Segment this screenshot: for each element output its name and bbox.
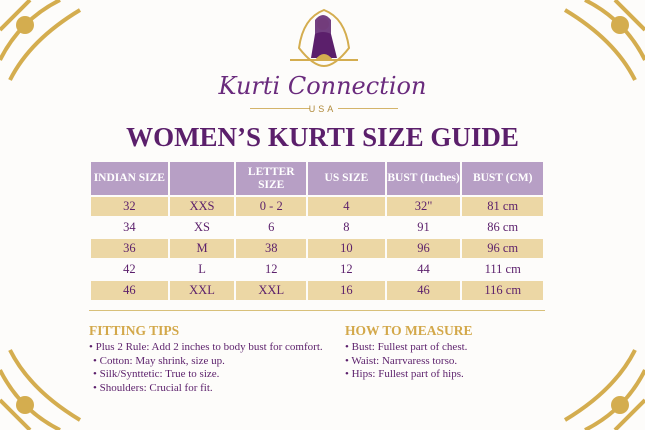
page-title: WOMEN’S KURTI SIZE GUIDE <box>126 122 519 152</box>
section-heading: HOW TO MEASURE <box>345 323 473 338</box>
table-cell: 0 - 2 <box>234 195 309 218</box>
table-cell: 16 <box>306 279 387 302</box>
divider <box>89 310 545 311</box>
list-item: Cotton: May shrink, size up. <box>89 355 323 369</box>
column-header: BUST (CM) <box>460 160 545 197</box>
brand-logo-emblem <box>290 8 358 68</box>
table-cell: 81 cm <box>460 195 545 218</box>
table-cell: 34 <box>89 216 170 239</box>
floral-corner-ornament <box>563 0 645 81</box>
table-cell: 38 <box>234 237 309 260</box>
table-cell: XS <box>167 216 237 239</box>
table-cell: XXS <box>167 195 237 218</box>
table-row: 46 XXL XXL 16 46 116 cm <box>89 279 545 302</box>
table-row: 32 XXS 0 - 2 4 32" 81 cm <box>89 195 545 218</box>
table-header-row: INDIAN SIZE LETTER SIZE US SIZE BUST (In… <box>89 160 545 197</box>
column-header: INDIAN SIZE <box>89 160 170 197</box>
table-cell: 32" <box>384 195 463 218</box>
column-header: BUST (Inches) <box>384 160 463 197</box>
table-cell: 91 <box>384 216 463 239</box>
list-item: Shoulders: Crucial for fit. <box>89 382 323 396</box>
divider <box>250 108 310 109</box>
table-cell: 12 <box>306 258 387 281</box>
list-item: Silk/Synttetic: True to size. <box>89 368 323 382</box>
list-item: Plus 2 Rule: Add 2 inches to body bust f… <box>89 341 323 355</box>
table-row: 34 XS 6 8 91 86 cm <box>89 216 545 239</box>
table-cell: 96 <box>384 237 463 260</box>
table-cell: 96 cm <box>460 237 545 260</box>
table-row: 42 L 12 12 44 111 cm <box>89 258 545 281</box>
table-cell: 4 <box>306 195 387 218</box>
fitting-tips-section: FITTING TIPS Plus 2 Rule: Add 2 inches t… <box>89 323 323 395</box>
table-cell: 8 <box>306 216 387 239</box>
table-cell: 44 <box>384 258 463 281</box>
brand-name: Kurti Connection <box>218 72 427 100</box>
divider <box>338 108 398 109</box>
table-cell: 46 <box>89 279 170 302</box>
table-cell: 6 <box>234 216 309 239</box>
brand-subtitle: USA <box>308 104 337 114</box>
floral-corner-ornament <box>0 0 82 81</box>
table-cell: L <box>167 258 237 281</box>
floral-corner-ornament <box>563 349 645 430</box>
list-item: Hips: Fullest part of hips. <box>345 368 473 382</box>
table-cell: XXL <box>167 279 237 302</box>
table-cell: 12 <box>234 258 309 281</box>
table-cell: 36 <box>89 237 170 260</box>
table-cell: 10 <box>306 237 387 260</box>
list-item: Bust: Fullest part of chest. <box>345 341 473 355</box>
floral-corner-ornament <box>0 349 82 430</box>
table-cell: 86 cm <box>460 216 545 239</box>
table-row: 36 M 38 10 96 96 cm <box>89 237 545 260</box>
table-cell: 42 <box>89 258 170 281</box>
table-cell: M <box>167 237 237 260</box>
list-item: Waist: Narrvaress torso. <box>345 355 473 369</box>
size-table: INDIAN SIZE LETTER SIZE US SIZE BUST (In… <box>89 160 545 302</box>
table-cell: 116 cm <box>460 279 545 302</box>
table-cell: 32 <box>89 195 170 218</box>
table-cell: 111 cm <box>460 258 545 281</box>
column-header: LETTER SIZE <box>234 160 309 197</box>
table-cell: 46 <box>384 279 463 302</box>
section-heading: FITTING TIPS <box>89 323 180 338</box>
column-header <box>167 160 237 197</box>
how-to-measure-section: HOW TO MEASURE Bust: Fullest part of che… <box>345 323 473 382</box>
table-cell: XXL <box>234 279 309 302</box>
column-header: US SIZE <box>306 160 387 197</box>
